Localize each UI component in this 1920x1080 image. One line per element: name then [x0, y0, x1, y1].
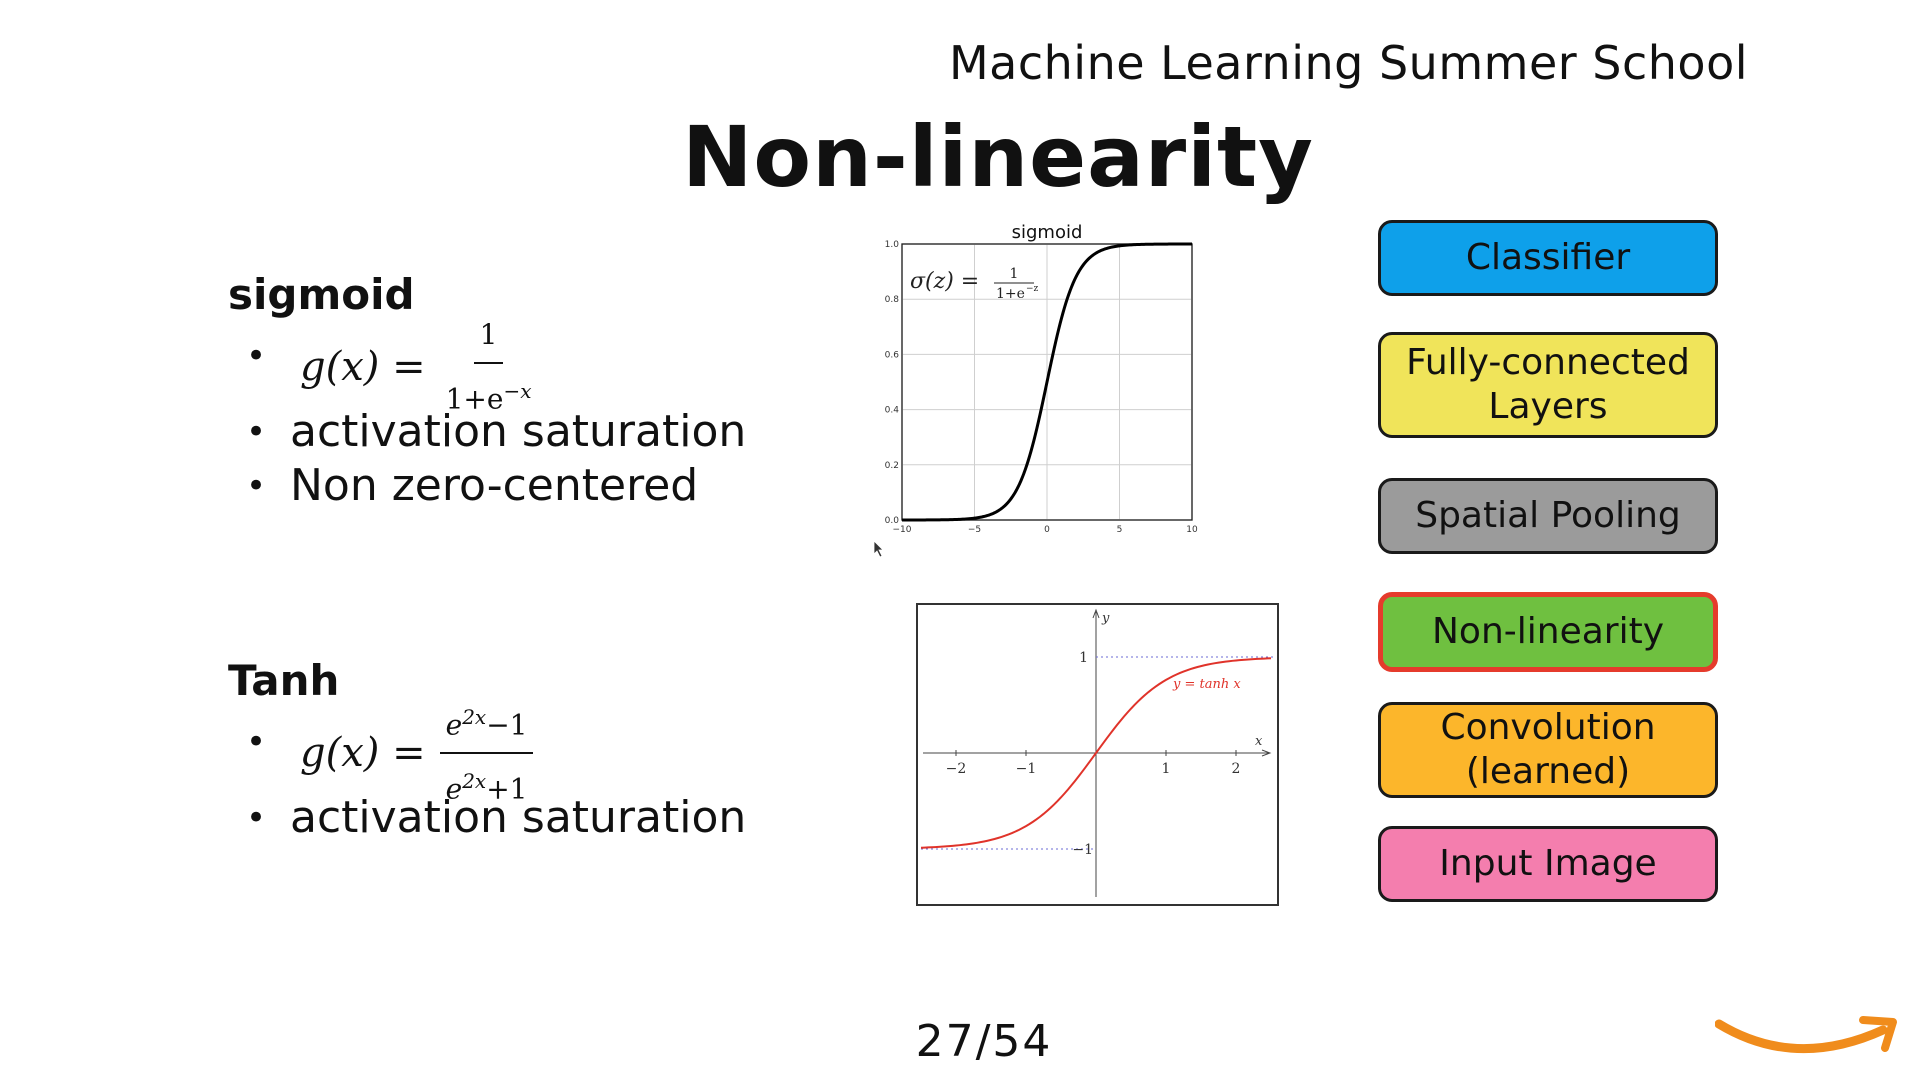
- tanh-x-tick-label: 2: [1232, 761, 1241, 777]
- slide-title-text: Non-linearity: [682, 108, 1314, 206]
- tanh-y-arrow: [1092, 608, 1100, 619]
- tanh-formula-lhs: g(x) =: [300, 730, 426, 776]
- tanh-x-tick-label: −1: [1016, 761, 1037, 777]
- sigmoid-formula-lhs: g(x) =: [300, 344, 426, 390]
- layer-spatial-pooling: Spatial Pooling: [1378, 478, 1718, 554]
- layer-classifier-label: Classifier: [1465, 237, 1631, 278]
- sigmoid-y-tick-label: 0.8: [885, 295, 900, 305]
- sigmoid-plot-border: [901, 243, 1193, 521]
- tanh-x-tick-label: 1: [1162, 761, 1171, 777]
- sigmoid-x-tick-label: −10: [893, 525, 912, 535]
- sigmoid-x-tick-label: −5: [968, 525, 981, 535]
- tanh-bullet-1: activation saturation: [246, 791, 746, 845]
- sigmoid-y-tick-label: 0.2: [885, 461, 899, 471]
- layer-spatial-pooling-label: Spatial Pooling: [1415, 495, 1681, 536]
- sigmoid-section: sigmoid g(x) = 1 1+e−x activation satura…: [228, 270, 746, 513]
- page-number: 27/54: [0, 1016, 1920, 1067]
- tanh-chart-frame: [916, 603, 1279, 906]
- sigmoid-formula-numerator: 1: [473, 308, 504, 364]
- sigmoid-y-tick-label: 0.4: [885, 406, 900, 416]
- amazon-smile-logo: [1715, 1016, 1897, 1053]
- tanh-series-label: y = tanh x: [1172, 677, 1241, 692]
- layer-convolution-label: Convolution (learned): [1440, 707, 1656, 792]
- sigmoid-y-tick-label: 0.0: [885, 516, 900, 526]
- sigmoid-bullet-2: Non zero-centered: [246, 459, 746, 513]
- layer-convolution: Convolution (learned): [1378, 702, 1718, 798]
- sigmoid-annotation-lhs: σ(z) =: [910, 269, 979, 294]
- mouse-cursor-icon: [873, 540, 884, 558]
- sigmoid-y-tick-label: 1.0: [885, 240, 900, 250]
- layer-fully-connected: Fully-connected Layers: [1378, 332, 1718, 438]
- tanh-num-exp: 2x: [462, 704, 487, 729]
- sigmoid-chart-title: sigmoid: [1012, 222, 1083, 243]
- sigmoid-section-title: sigmoid: [228, 270, 415, 319]
- slide-title: Non-linearity: [0, 108, 1920, 206]
- tanh-num-base: e: [445, 708, 463, 741]
- sigmoid-formula: g(x) = 1 1+e−x: [246, 318, 746, 415]
- tanh-x-axis-label: x: [1255, 734, 1263, 749]
- sigmoid-annotation-num: 1: [1010, 266, 1019, 282]
- layer-input-image-label: Input Image: [1439, 843, 1657, 884]
- sigmoid-x-tick-label: 5: [1117, 525, 1123, 535]
- tanh-formula-numerator: e2x−1: [439, 690, 534, 754]
- layer-input-image: Input Image: [1378, 826, 1718, 902]
- sigmoid-bullet-1: activation saturation: [246, 405, 746, 459]
- tanh-bullets: g(x) = e2x−1 e2x+1 activation saturation: [228, 705, 746, 845]
- sigmoid-chart: −10 −5 0 5 10 0.0 0.2 0.4 0.6 0.8 1.0 sigmoid σ(z) =…: [885, 222, 1198, 535]
- layer-classifier: Classifier: [1378, 220, 1718, 296]
- tanh-den-exp: 2x: [462, 769, 487, 793]
- sigmoid-y-tick-label: 0.6: [885, 350, 900, 360]
- tanh-x-arrow: [1261, 749, 1272, 757]
- tanh-y-tick-label: 1: [1079, 650, 1088, 666]
- sigmoid-x-tick-label: 10: [1186, 525, 1198, 535]
- sigmoid-bullets: g(x) = 1 1+e−x activation saturation Non…: [228, 318, 746, 513]
- layer-fully-connected-label: Fully-connected Layers: [1406, 342, 1690, 427]
- tanh-section-title: Tanh: [228, 656, 340, 705]
- tanh-formula: g(x) = e2x−1 e2x+1: [246, 705, 746, 805]
- header-title: Machine Learning Summer School: [948, 36, 1748, 90]
- sigmoid-annotation-den-exp: −z: [1026, 284, 1039, 294]
- tanh-y-axis-label: y: [1101, 611, 1110, 626]
- tanh-num-tail: −1: [486, 708, 528, 741]
- layer-non-linearity: Non-linearity: [1378, 592, 1718, 672]
- sigmoid-annotation-den: 1+e: [996, 286, 1025, 302]
- layer-non-linearity-label: Non-linearity: [1431, 611, 1664, 652]
- tanh-x-tick-label: −2: [946, 761, 967, 777]
- tanh-section: Tanh g(x) = e2x−1 e2x+1 activation satur…: [228, 656, 746, 845]
- tanh-y-tick-label: −1: [1072, 842, 1093, 858]
- page-number-text: 27/54: [915, 1016, 1053, 1067]
- sigmoid-formula-den-exp: −x: [503, 378, 532, 403]
- tanh-chart: y x −2 −1 1 2 1 −1 y = tanh x: [916, 603, 1279, 906]
- sigmoid-x-tick-label: 0: [1044, 525, 1050, 535]
- sigmoid-formula-fraction: 1 1+e−x: [440, 308, 538, 426]
